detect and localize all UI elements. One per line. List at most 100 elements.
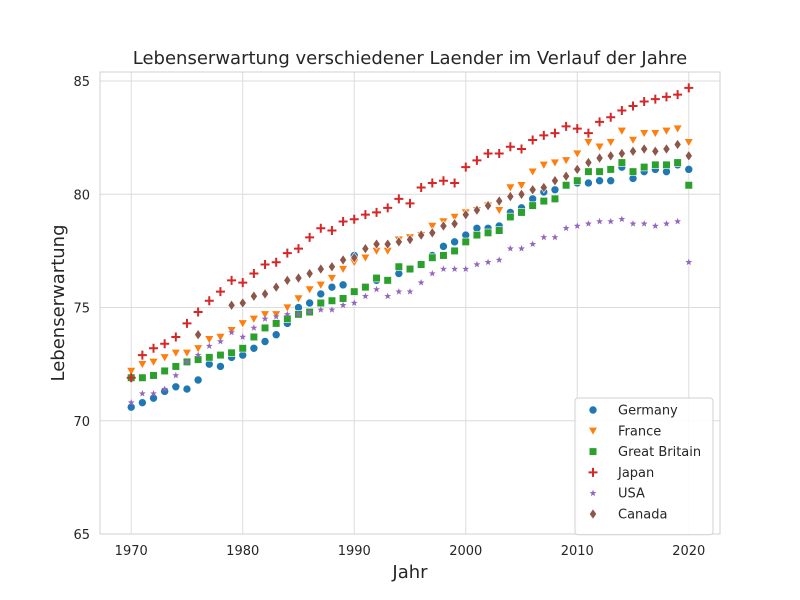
data-point [305, 267, 314, 280]
data-point [272, 281, 281, 293]
data-point [673, 138, 682, 151]
legend-entry: France [587, 424, 661, 439]
data-point [282, 303, 293, 313]
data-point [150, 389, 157, 397]
legend-marker [589, 489, 597, 497]
data-point [572, 124, 582, 134]
x-tick-label: 2020 [672, 544, 705, 559]
data-point [516, 181, 527, 191]
data-point [316, 263, 325, 275]
data-point [628, 167, 638, 176]
data-point [562, 224, 570, 232]
data-point [674, 217, 682, 225]
data-point [451, 265, 459, 272]
legend-marker [588, 447, 598, 456]
data-point [506, 212, 515, 222]
data-point [595, 176, 604, 186]
data-point [194, 355, 203, 364]
data-point [384, 292, 392, 300]
data-point [260, 260, 270, 269]
data-point [528, 135, 538, 145]
data-point [326, 274, 337, 284]
data-point [306, 308, 314, 315]
data-point [395, 288, 403, 295]
data-point [440, 265, 447, 272]
data-point [461, 208, 470, 221]
data-point [338, 280, 348, 290]
data-point [216, 362, 225, 371]
x-tick-label: 1980 [226, 544, 259, 559]
legend-label: Germany [618, 404, 678, 419]
data-point [193, 307, 203, 317]
data-point [148, 358, 159, 367]
data-point [238, 278, 248, 288]
data-point [405, 198, 415, 208]
data-point [250, 324, 258, 331]
data-point [449, 213, 460, 223]
legend-marker [587, 426, 599, 436]
data-point [238, 344, 247, 353]
data-point [260, 337, 270, 346]
data-point [339, 254, 348, 266]
data-point [361, 283, 370, 292]
data-point [138, 373, 147, 382]
data-point [562, 181, 571, 190]
legend-entry: Germany [588, 404, 678, 419]
data-point [439, 251, 448, 260]
data-point [650, 129, 661, 139]
data-point [561, 121, 571, 131]
data-point [595, 117, 605, 127]
data-point [406, 233, 414, 246]
data-point [617, 147, 626, 160]
data-point [450, 246, 459, 256]
data-point [171, 332, 181, 342]
data-point [427, 222, 438, 232]
tick-labels: 1970 1980 1990 2000 2010 2020 65 70 75 80 85 [73, 75, 705, 559]
data-point [549, 158, 560, 168]
data-point [126, 402, 136, 412]
data-point [606, 150, 615, 162]
data-point [573, 176, 582, 185]
data-point [605, 138, 616, 148]
data-point [338, 294, 348, 303]
legend-entry: Canada [589, 508, 667, 523]
data-point [160, 339, 170, 349]
data-point [417, 260, 426, 269]
data-point [684, 181, 693, 190]
legend-label: Canada [618, 508, 667, 523]
data-point [640, 163, 649, 172]
data-point [539, 130, 549, 140]
data-point [205, 353, 214, 362]
data-point [583, 138, 594, 148]
data-point [170, 349, 181, 358]
data-point [672, 124, 683, 134]
data-point [639, 129, 650, 139]
data-point [617, 158, 626, 167]
data-point [315, 281, 326, 290]
x-axis-label: Jahr [391, 562, 428, 583]
data-point [618, 215, 626, 223]
data-point [316, 289, 326, 299]
legend-marker [589, 508, 597, 520]
data-point [417, 229, 426, 241]
data-point [126, 367, 137, 377]
chart-title: Lebenserwartung verschiedener Laender im… [133, 48, 687, 69]
data-point [540, 233, 548, 241]
data-point [249, 343, 259, 353]
data-point [350, 299, 358, 306]
data-point [261, 288, 270, 300]
data-point [484, 199, 493, 212]
data-point [651, 160, 660, 169]
data-point [248, 315, 259, 324]
data-point [673, 158, 682, 167]
data-point [239, 333, 247, 340]
data-point [216, 350, 225, 360]
data-point [228, 328, 236, 336]
y-axis-label: Lebenserwartung [48, 225, 69, 382]
data-point [349, 214, 359, 224]
data-point [350, 287, 359, 296]
data-point [562, 170, 571, 182]
data-point [183, 358, 191, 365]
data-point [595, 167, 604, 176]
data-point [260, 310, 271, 320]
